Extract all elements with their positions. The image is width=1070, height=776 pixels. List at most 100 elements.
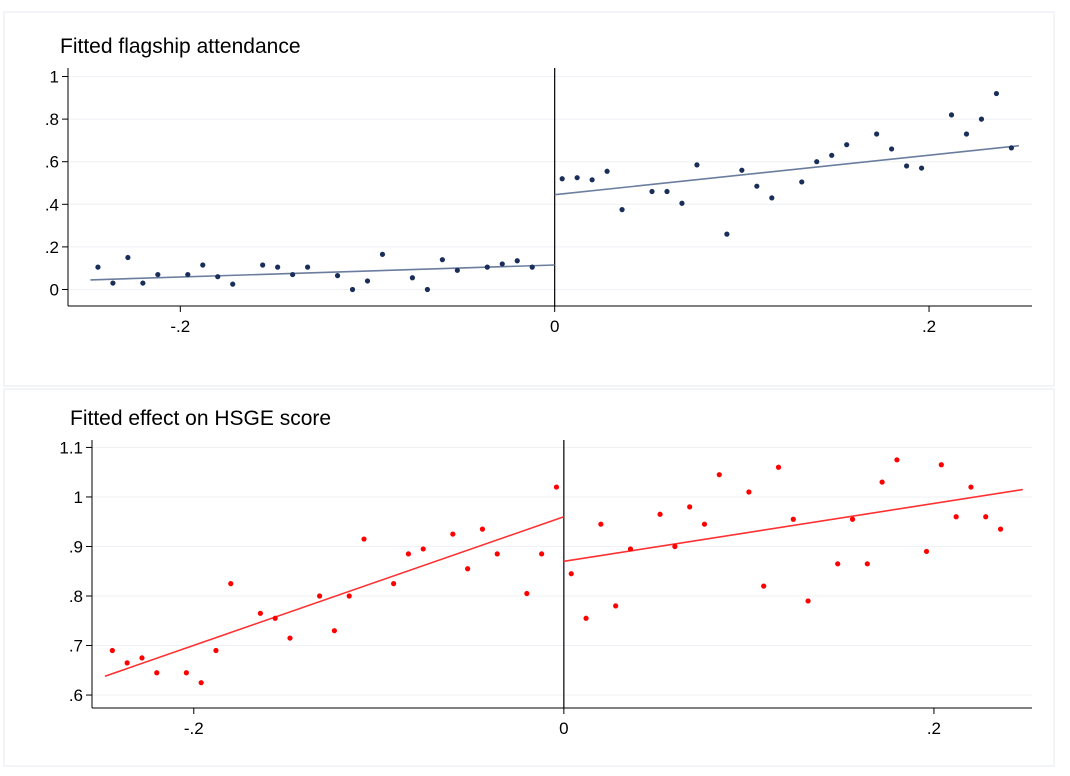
data-point: [364, 278, 371, 284]
data-point: [154, 670, 160, 676]
data-point: [687, 504, 693, 510]
data-point: [215, 274, 221, 280]
y-tick-label: 1: [50, 68, 59, 87]
data-point: [290, 271, 296, 278]
data-point: [361, 536, 367, 542]
data-point: [275, 264, 281, 270]
data-point: [405, 551, 412, 557]
data-point: [657, 511, 663, 517]
y-tick-label: 0: [50, 280, 59, 299]
data-point: [613, 603, 619, 609]
data-point: [864, 561, 870, 567]
data-point: [627, 546, 634, 552]
data-point: [589, 177, 595, 183]
data-point: [454, 267, 460, 273]
fit-line-left: [90, 264, 555, 281]
data-point: [479, 526, 486, 532]
data-point: [140, 280, 146, 286]
data-point: [583, 615, 589, 621]
data-point: [619, 207, 625, 213]
y-tick-label: .7: [69, 637, 83, 656]
data-point: [894, 457, 900, 463]
data-point: [514, 258, 520, 264]
data-point: [664, 188, 670, 195]
data-point: [1008, 145, 1015, 151]
data-point: [198, 680, 204, 686]
data-point: [978, 116, 985, 122]
data-point: [272, 615, 278, 621]
data-point: [230, 281, 236, 287]
data-point: [649, 188, 655, 195]
data-point: [739, 167, 745, 173]
data-point: [228, 581, 234, 587]
data-point: [304, 264, 311, 270]
data-point: [155, 271, 161, 278]
data-point: [997, 526, 1004, 532]
y-tick-label: .8: [69, 587, 83, 606]
data-point: [257, 610, 263, 616]
data-point: [918, 165, 925, 171]
chart-title: Fitted flagship attendance: [60, 35, 301, 58]
x-tick-label: -.2: [170, 317, 190, 336]
data-point: [769, 195, 775, 201]
panel-border: [3, 388, 1055, 767]
data-point: [968, 484, 974, 490]
x-tick-label: .2: [922, 317, 936, 336]
data-point: [814, 159, 820, 165]
data-point: [559, 176, 565, 182]
data-point: [799, 179, 805, 185]
data-point: [110, 280, 116, 286]
data-point: [494, 551, 500, 557]
data-point: [889, 146, 895, 152]
y-tick-label: .9: [69, 537, 83, 556]
data-point: [391, 581, 397, 587]
data-point: [568, 571, 574, 577]
data-point: [724, 231, 730, 237]
data-point: [874, 131, 880, 137]
y-tick-label: 1: [74, 488, 83, 507]
data-point: [139, 655, 145, 661]
data-point: [672, 543, 678, 550]
data-point: [424, 286, 430, 293]
data-point: [746, 489, 752, 495]
data-point: [529, 264, 535, 270]
y-tick-label: 1.1: [59, 438, 83, 457]
data-point: [953, 514, 959, 520]
data-point: [844, 142, 850, 148]
data-point: [316, 593, 323, 599]
data-point: [963, 131, 970, 137]
data-point: [761, 583, 767, 589]
x-tick-label: .2: [927, 719, 941, 738]
data-point: [701, 521, 708, 527]
data-point: [260, 262, 266, 268]
data-point: [539, 551, 545, 557]
fit-line-left: [104, 516, 565, 677]
data-point: [679, 200, 685, 206]
y-tick-label: .6: [69, 686, 83, 705]
data-point: [499, 261, 505, 267]
data-point: [346, 593, 352, 599]
data-point: [903, 163, 910, 169]
x-tick-label: 0: [550, 317, 559, 336]
data-point: [109, 647, 115, 654]
data-point: [524, 590, 530, 597]
data-point: [829, 152, 835, 158]
data-point: [420, 546, 426, 552]
fit-line-right: [563, 488, 1023, 563]
data-point: [409, 275, 416, 281]
data-point: [553, 484, 560, 490]
data-point: [849, 516, 856, 522]
data-point: [805, 598, 811, 604]
chart-title: Fitted effect on HSGE score: [70, 407, 331, 430]
data-point: [183, 670, 189, 676]
data-point: [574, 175, 580, 181]
data-point: [754, 183, 760, 189]
data-point: [439, 257, 445, 263]
data-point: [604, 168, 610, 174]
data-point: [95, 264, 101, 270]
data-point: [200, 262, 206, 268]
fit-line-right: [554, 144, 1019, 196]
y-tick-label: .2: [45, 238, 59, 257]
